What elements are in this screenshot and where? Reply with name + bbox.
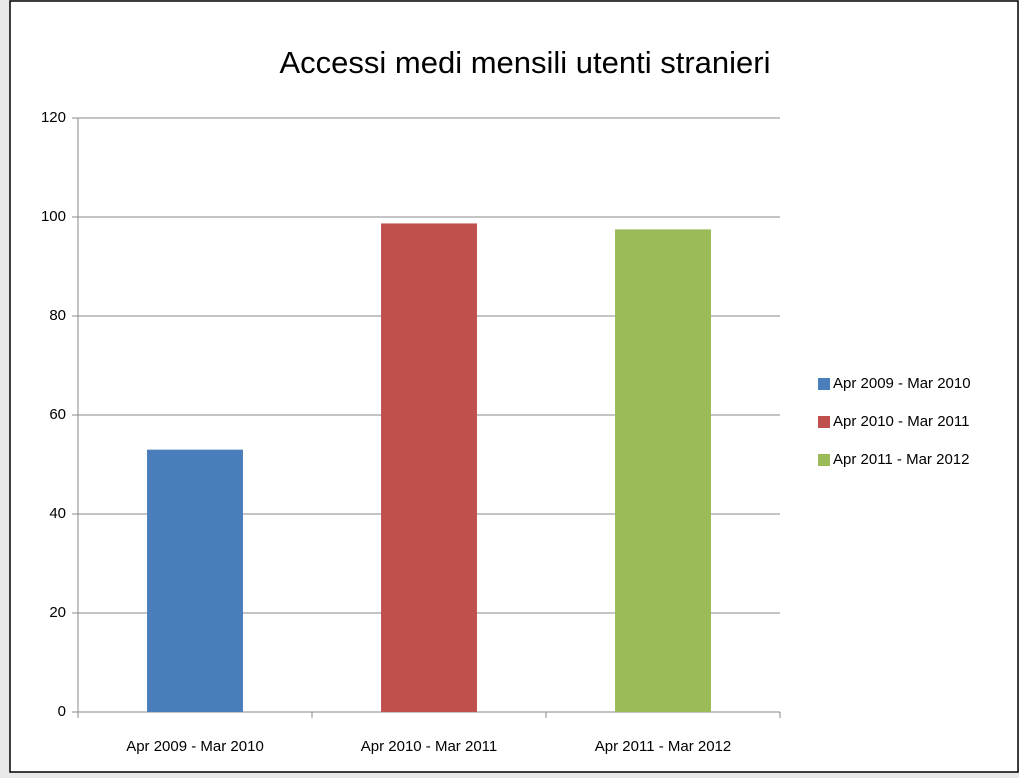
- x-tick-label: Apr 2009 - Mar 2010: [126, 738, 264, 755]
- bar: [147, 449, 243, 712]
- legend-swatch: [818, 378, 830, 390]
- y-tick-label: 120: [41, 109, 66, 126]
- legend-swatch: [818, 454, 830, 466]
- bar: [615, 229, 711, 712]
- legend-label: Apr 2009 - Mar 2010: [833, 375, 971, 392]
- y-tick-label: 60: [49, 406, 66, 423]
- legend-swatch: [818, 416, 830, 428]
- y-tick-label: 20: [49, 604, 66, 621]
- y-tick-label: 100: [41, 208, 66, 225]
- x-tick-label: Apr 2010 - Mar 2011: [361, 738, 497, 755]
- bar: [381, 223, 477, 712]
- x-tick-label: Apr 2011 - Mar 2012: [595, 738, 731, 755]
- y-tick-label: 0: [58, 703, 66, 720]
- chart-title: Accessi medi mensili utenti stranieri: [279, 45, 770, 80]
- y-tick-label: 80: [49, 307, 66, 324]
- y-tick-label: 40: [49, 505, 66, 522]
- legend-label: Apr 2011 - Mar 2012: [833, 451, 969, 468]
- legend-label: Apr 2010 - Mar 2011: [833, 413, 969, 430]
